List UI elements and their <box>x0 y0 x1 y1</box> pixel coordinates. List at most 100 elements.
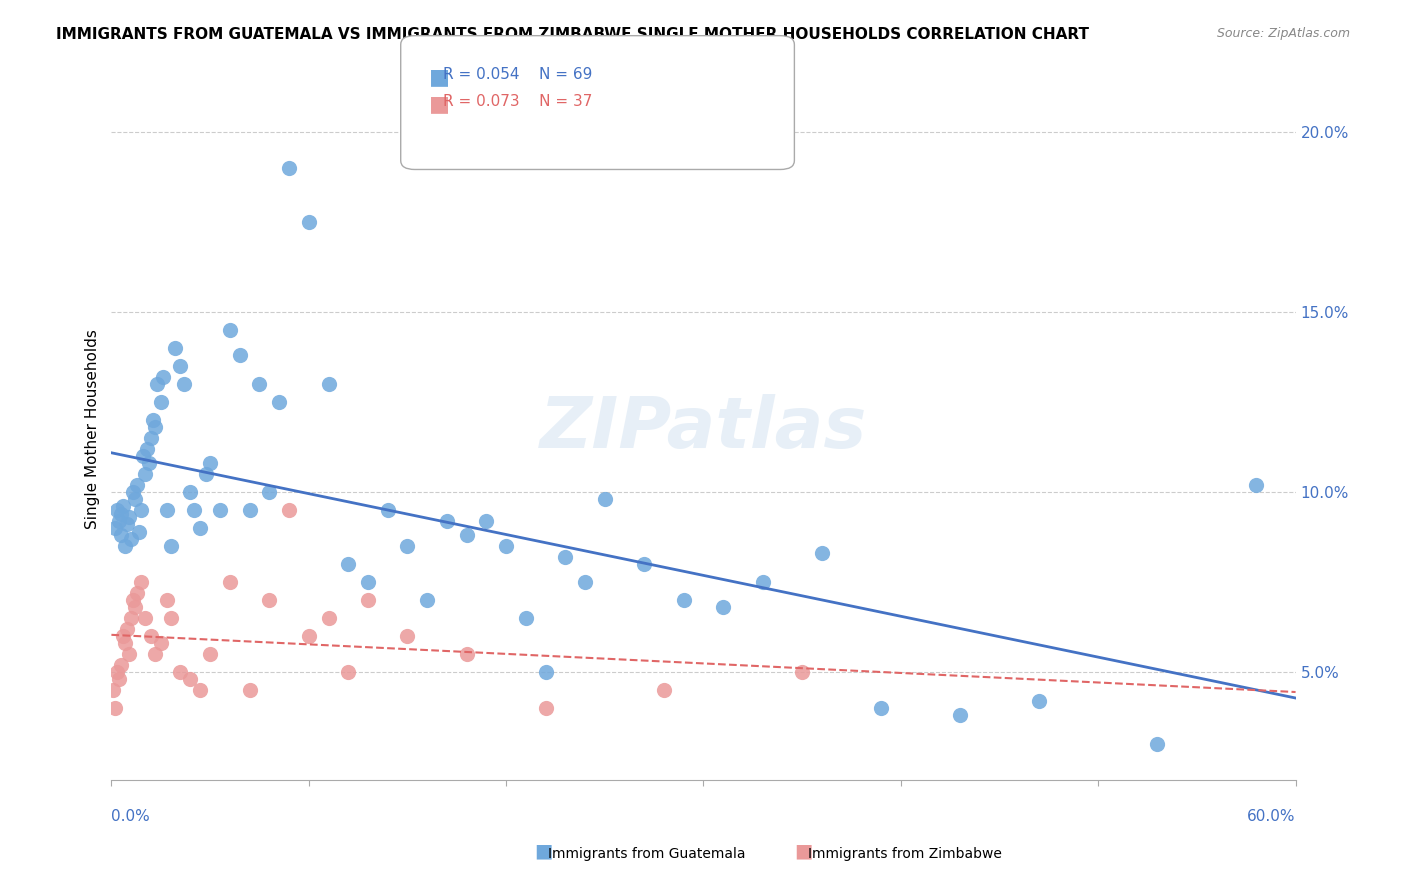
Point <box>1244 477 1267 491</box>
Point <box>110 657 132 672</box>
Point <box>495 539 517 553</box>
Text: R = 0.073    N = 37: R = 0.073 N = 37 <box>443 94 592 109</box>
Point <box>672 593 695 607</box>
Point <box>110 507 132 521</box>
Point <box>129 575 152 590</box>
Point <box>120 532 142 546</box>
Point <box>104 701 127 715</box>
Point <box>118 647 141 661</box>
Point <box>396 539 419 553</box>
Text: ZIPatlas: ZIPatlas <box>540 394 868 463</box>
Point <box>456 647 478 661</box>
Point <box>751 575 773 590</box>
Point <box>146 376 169 391</box>
Point <box>134 467 156 481</box>
Text: ■: ■ <box>429 94 450 113</box>
Point <box>122 593 145 607</box>
Point <box>593 492 616 507</box>
Point <box>298 629 321 643</box>
Point <box>124 492 146 507</box>
Point <box>159 539 181 553</box>
Point <box>142 413 165 427</box>
Point <box>534 701 557 715</box>
Point <box>337 665 360 680</box>
Text: Source: ZipAtlas.com: Source: ZipAtlas.com <box>1216 27 1350 40</box>
Point <box>138 456 160 470</box>
Point <box>208 503 231 517</box>
Point <box>122 485 145 500</box>
Point <box>259 485 281 500</box>
Point <box>198 647 221 661</box>
Point <box>115 517 138 532</box>
Point <box>357 575 380 590</box>
Point <box>228 348 250 362</box>
Point <box>110 528 132 542</box>
Point <box>108 673 131 687</box>
Point <box>456 528 478 542</box>
Point <box>870 701 893 715</box>
Point <box>436 514 458 528</box>
Point <box>105 665 128 680</box>
Point <box>132 449 155 463</box>
Point <box>149 636 172 650</box>
Point <box>377 503 399 517</box>
Point <box>105 503 128 517</box>
Point <box>238 683 260 698</box>
Text: ■: ■ <box>429 67 450 87</box>
Point <box>120 611 142 625</box>
Point <box>129 503 152 517</box>
Point <box>173 376 195 391</box>
Point <box>124 600 146 615</box>
Point <box>139 431 162 445</box>
Point <box>125 477 148 491</box>
Point <box>298 214 321 228</box>
Text: IMMIGRANTS FROM GUATEMALA VS IMMIGRANTS FROM ZIMBABWE SINGLE MOTHER HOUSEHOLDS C: IMMIGRANTS FROM GUATEMALA VS IMMIGRANTS … <box>56 27 1090 42</box>
Text: R = 0.054    N = 69: R = 0.054 N = 69 <box>443 67 592 82</box>
Point <box>198 456 221 470</box>
Point <box>238 503 260 517</box>
Point <box>169 665 191 680</box>
Point <box>515 611 537 625</box>
Point <box>811 546 834 560</box>
Point <box>103 683 125 698</box>
Point <box>149 394 172 409</box>
Text: 0.0%: 0.0% <box>111 809 150 824</box>
Point <box>337 557 360 571</box>
Point <box>652 683 675 698</box>
Point <box>156 503 179 517</box>
Point <box>574 575 596 590</box>
Point <box>139 629 162 643</box>
Point <box>152 369 174 384</box>
Point <box>156 593 179 607</box>
Point <box>357 593 380 607</box>
Text: Immigrants from Guatemala: Immigrants from Guatemala <box>548 847 745 861</box>
Point <box>475 514 498 528</box>
Point <box>218 323 240 337</box>
Y-axis label: Single Mother Households: Single Mother Households <box>86 329 100 529</box>
Point <box>711 600 734 615</box>
Point <box>115 622 138 636</box>
Point <box>318 611 340 625</box>
Point <box>195 467 218 481</box>
Point <box>416 593 439 607</box>
Point <box>169 359 191 373</box>
Point <box>396 629 419 643</box>
Point <box>128 524 150 539</box>
Point <box>108 514 131 528</box>
Point <box>114 539 136 553</box>
Point <box>125 586 148 600</box>
Point <box>269 394 291 409</box>
Point <box>1028 694 1050 708</box>
Point <box>118 510 141 524</box>
Point <box>633 557 655 571</box>
Point <box>143 420 166 434</box>
Point <box>183 503 205 517</box>
Point <box>278 503 301 517</box>
Point <box>249 376 271 391</box>
Point <box>104 521 127 535</box>
Point <box>278 161 301 175</box>
Text: 60.0%: 60.0% <box>1247 809 1295 824</box>
Point <box>179 673 201 687</box>
Point <box>114 636 136 650</box>
Point <box>259 593 281 607</box>
